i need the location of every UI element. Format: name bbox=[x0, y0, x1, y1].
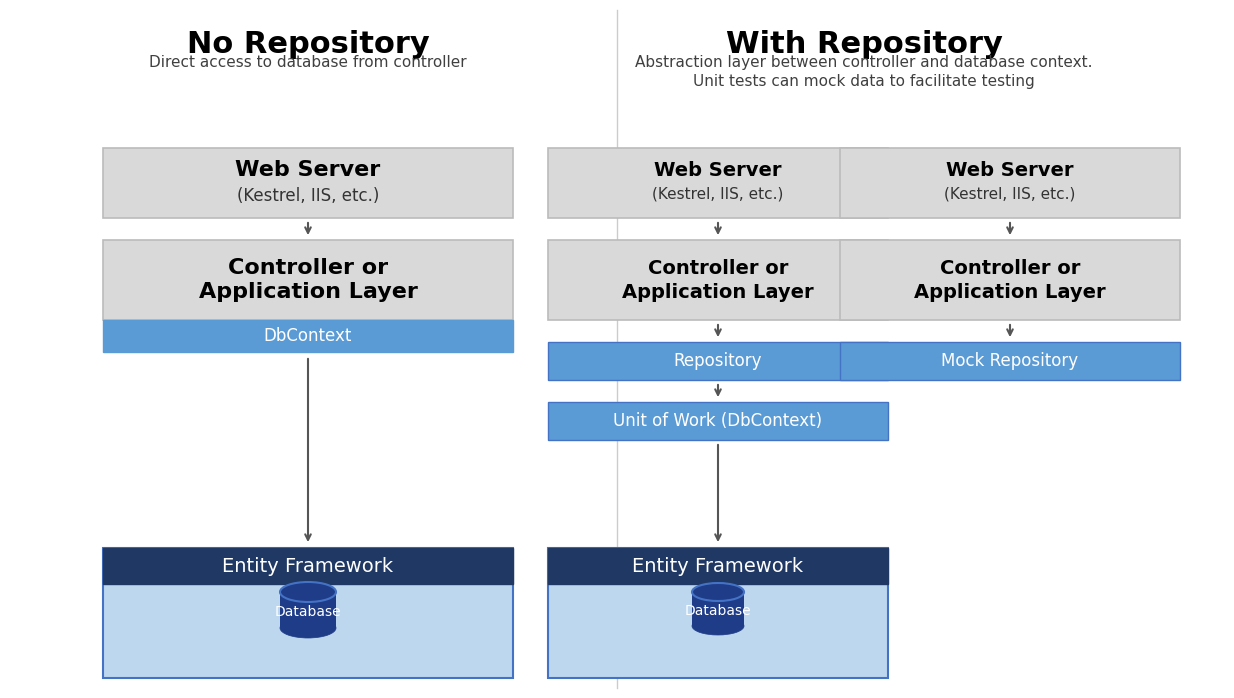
FancyBboxPatch shape bbox=[280, 592, 336, 628]
Text: Direct access to database from controller: Direct access to database from controlle… bbox=[149, 55, 466, 70]
FancyBboxPatch shape bbox=[548, 342, 888, 380]
FancyBboxPatch shape bbox=[692, 592, 744, 626]
FancyBboxPatch shape bbox=[102, 148, 513, 218]
Text: Database: Database bbox=[685, 604, 752, 618]
Text: With Repository: With Repository bbox=[726, 30, 1002, 59]
Text: Controller or: Controller or bbox=[228, 258, 387, 278]
FancyBboxPatch shape bbox=[548, 240, 888, 320]
Text: Application Layer: Application Layer bbox=[199, 282, 417, 302]
FancyBboxPatch shape bbox=[102, 320, 513, 352]
Ellipse shape bbox=[280, 618, 336, 638]
Text: Controller or: Controller or bbox=[940, 258, 1080, 278]
Text: Web Server: Web Server bbox=[654, 161, 782, 179]
Text: Unit tests can mock data to facilitate testing: Unit tests can mock data to facilitate t… bbox=[694, 74, 1035, 89]
Text: Unit of Work (DbContext): Unit of Work (DbContext) bbox=[613, 412, 823, 430]
FancyBboxPatch shape bbox=[548, 548, 888, 584]
Text: Repository: Repository bbox=[674, 352, 763, 370]
FancyBboxPatch shape bbox=[548, 548, 888, 678]
Text: Application Layer: Application Layer bbox=[914, 283, 1106, 302]
Text: (Kestrel, IIS, etc.): (Kestrel, IIS, etc.) bbox=[944, 186, 1076, 202]
Text: (Kestrel, IIS, etc.): (Kestrel, IIS, etc.) bbox=[237, 187, 379, 205]
Ellipse shape bbox=[692, 617, 744, 635]
FancyBboxPatch shape bbox=[548, 148, 888, 218]
Text: Entity Framework: Entity Framework bbox=[633, 556, 803, 575]
FancyBboxPatch shape bbox=[102, 240, 513, 320]
Text: Web Server: Web Server bbox=[946, 161, 1074, 179]
Text: Abstraction layer between controller and database context.: Abstraction layer between controller and… bbox=[636, 55, 1093, 70]
Text: Controller or: Controller or bbox=[648, 258, 789, 278]
Text: Mock Repository: Mock Repository bbox=[942, 352, 1079, 370]
Text: Application Layer: Application Layer bbox=[622, 283, 813, 302]
Text: (Kestrel, IIS, etc.): (Kestrel, IIS, etc.) bbox=[653, 186, 784, 202]
Text: DbContext: DbContext bbox=[264, 327, 352, 345]
FancyBboxPatch shape bbox=[840, 240, 1180, 320]
Text: No Repository: No Repository bbox=[186, 30, 429, 59]
Ellipse shape bbox=[280, 582, 336, 602]
FancyBboxPatch shape bbox=[548, 402, 888, 440]
Ellipse shape bbox=[692, 583, 744, 601]
Text: Entity Framework: Entity Framework bbox=[222, 556, 394, 575]
FancyBboxPatch shape bbox=[102, 548, 513, 584]
Text: Database: Database bbox=[275, 605, 342, 619]
FancyBboxPatch shape bbox=[102, 548, 513, 678]
FancyBboxPatch shape bbox=[840, 342, 1180, 380]
Text: Web Server: Web Server bbox=[236, 160, 380, 180]
FancyBboxPatch shape bbox=[840, 148, 1180, 218]
